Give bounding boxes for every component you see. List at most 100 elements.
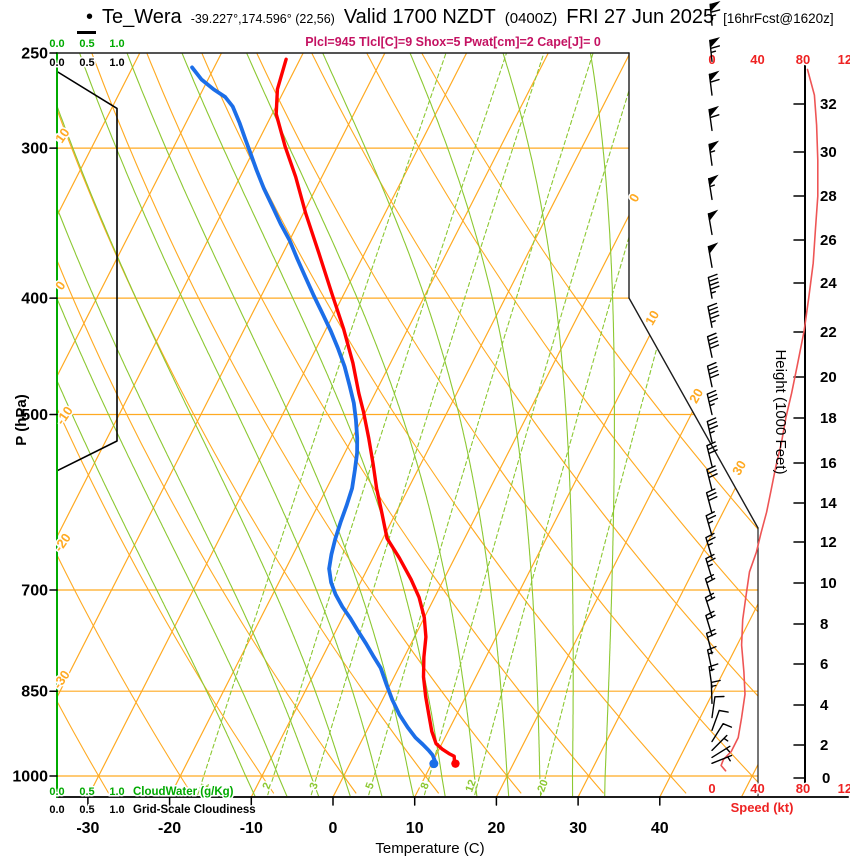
isotherm-line xyxy=(169,53,549,797)
isotherm-line xyxy=(332,53,713,797)
cloudwater-scale-bottom: 1.0 xyxy=(109,786,124,798)
moist-adiabat-line xyxy=(493,53,574,797)
isotherm-line xyxy=(577,53,758,797)
dry-adiabat-label: -20 xyxy=(51,530,74,554)
moist-adiabat-line xyxy=(69,53,384,797)
mixing-ratio-line xyxy=(422,53,642,797)
temperature-tick-label: 20 xyxy=(488,820,506,837)
cloudwater-scale-top: 0.0 xyxy=(49,38,64,50)
height-tick-label: 26 xyxy=(820,232,837,249)
mixing-ratio-line xyxy=(472,53,684,797)
isotherm-label: 0 xyxy=(626,191,643,205)
pressure-tick-label: 500 xyxy=(21,407,48,424)
surface-temperature-dot xyxy=(451,759,460,768)
temperature-tick-label: -10 xyxy=(240,820,263,837)
height-tick-label: 2 xyxy=(820,737,828,754)
dry-adiabat-line xyxy=(421,53,758,794)
temperature-tick-label: 0 xyxy=(329,820,338,837)
dry-adiabat-line xyxy=(366,53,758,794)
cloudiness-scale-bottom: 1.0 xyxy=(109,804,124,816)
moist-adiabat-line xyxy=(57,53,258,797)
moist-adiabat-line xyxy=(57,53,290,797)
height-tick-label: 18 xyxy=(820,410,837,427)
height-tick-label: 30 xyxy=(820,144,837,161)
mixing-ratio-line xyxy=(366,53,594,797)
speed-tick-label-top: 80 xyxy=(796,52,810,67)
cloudiness-scale-top: 0.0 xyxy=(49,57,64,69)
speed-axis-title: Speed (kt) xyxy=(731,800,794,815)
pressure-axis-title: P (hPa) xyxy=(13,394,30,445)
wind-barb-column xyxy=(704,0,733,765)
height-tick-label: 6 xyxy=(820,656,828,673)
sounding-curves xyxy=(190,57,819,772)
dry-adiabat-line xyxy=(57,53,357,794)
mixing-ratio-line xyxy=(308,53,545,797)
isotherm-label: 10 xyxy=(642,308,662,328)
moist-adiabat-line xyxy=(234,53,479,797)
plot-frame xyxy=(49,52,849,806)
cloudiness-scale-bottom: 0.5 xyxy=(79,804,94,816)
isotherm-line xyxy=(57,53,223,797)
pressure-tick-label: 250 xyxy=(21,46,48,63)
isotherm-line xyxy=(87,53,468,797)
station-coords: -39.227°,174.596° (22,56) xyxy=(190,12,335,26)
height-tick-label: 32 xyxy=(820,96,837,113)
mixing-ratio-label: 2 xyxy=(260,781,273,791)
height-tick-label: 10 xyxy=(820,575,837,592)
cloudiness-scale-top: 1.0 xyxy=(109,57,124,69)
wind-barb-flags xyxy=(707,0,721,255)
cloudwater-axis-title: CloudWater (g/Kg) xyxy=(133,786,234,798)
dry-adiabat-line xyxy=(146,53,604,794)
dry-adiabat-line xyxy=(91,53,522,794)
speed-tick-label-bottom: 40 xyxy=(750,781,764,796)
dry-adiabat-line xyxy=(311,53,758,794)
height-tick-label: 20 xyxy=(820,369,837,386)
speed-tick-label-bottom: 120 xyxy=(838,781,850,796)
title-bar: • Te_Wera -39.227°,174.596° (22,56) Vali… xyxy=(86,6,834,29)
wind-speed-curve xyxy=(720,68,819,772)
skewt-background-lines xyxy=(57,53,758,797)
temperature-tick-label: -30 xyxy=(76,820,99,837)
temperature-tick-label: 40 xyxy=(651,820,669,837)
dewpoint-curve xyxy=(190,65,437,763)
dry-adiabat-line xyxy=(57,53,275,794)
cloudiness-scale-bottom: 0.0 xyxy=(49,804,64,816)
temperature-tick-label: 10 xyxy=(406,820,424,837)
forecast-info: [16hrFcst@1620z] xyxy=(723,11,834,26)
height-tick-label: 4 xyxy=(820,697,829,714)
temperature-tick-label: -20 xyxy=(158,820,181,837)
dry-adiabat-line xyxy=(57,53,439,794)
valid-date: FRI 27 Jun 2025 xyxy=(566,6,715,28)
moist-adiabat-line xyxy=(57,53,322,797)
mixing-ratio-label: 5 xyxy=(363,781,376,791)
moist-adiabat-line xyxy=(398,53,542,797)
isotherm-label: 30 xyxy=(729,458,749,478)
cloud-scale-marker xyxy=(77,31,96,34)
height-tick-label: 24 xyxy=(820,275,837,292)
moist-adiabat-line xyxy=(585,53,615,797)
height-tick-label: 0 xyxy=(822,770,830,787)
height-tick-label: 16 xyxy=(820,455,837,472)
dry-adiabat-label: -30 xyxy=(50,667,73,691)
pressure-tick-label: 1000 xyxy=(12,768,48,785)
zulu-time: (0400Z) xyxy=(504,10,558,27)
parameters-line: Plcl=945 Tlcl[C]=9 Shox=5 Pwat[cm]=2 Cap… xyxy=(305,35,601,49)
mixing-ratio-line xyxy=(265,53,508,797)
mixing-ratio-label: 3 xyxy=(307,781,320,791)
cloudiness-axis-title: Grid-Scale Cloudiness xyxy=(133,804,256,816)
station-name: Te_Wera xyxy=(102,6,182,28)
height-tick-label: 28 xyxy=(820,188,837,205)
height-tick-label: 8 xyxy=(820,616,828,633)
cloudwater-scale-top: 0.5 xyxy=(79,38,94,50)
isotherm-line xyxy=(57,53,141,797)
temperature-axis-title: Temperature (C) xyxy=(375,840,484,857)
wind-barb-staffs xyxy=(704,3,733,765)
speed-tick-label-top: 40 xyxy=(750,52,764,67)
isotherm-line xyxy=(495,53,758,797)
cloudwater-scale-top: 1.0 xyxy=(109,38,124,50)
height-tick-label: 14 xyxy=(820,495,837,512)
pressure-tick-label: 850 xyxy=(21,684,48,701)
dry-adiabat-line xyxy=(57,53,192,794)
